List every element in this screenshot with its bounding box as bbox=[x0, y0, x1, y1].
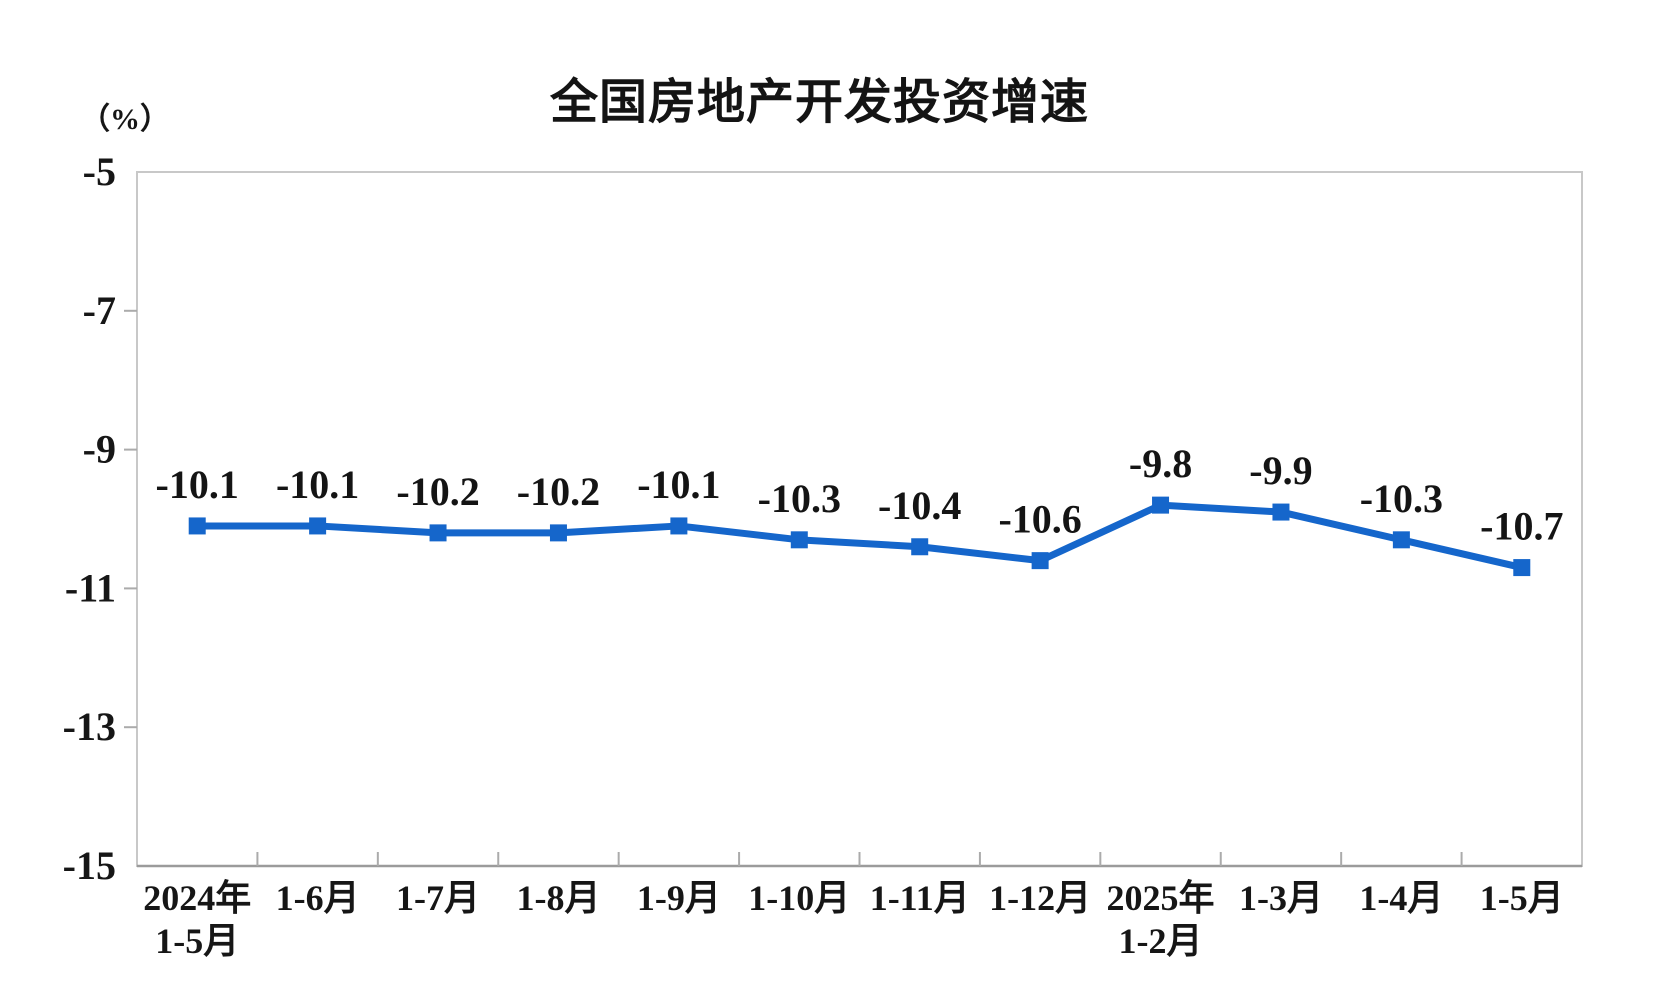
data-point-label: -10.6 bbox=[998, 497, 1081, 542]
y-axis-tick-label: -13 bbox=[63, 704, 116, 749]
x-axis-category-label: 1-8月 bbox=[516, 878, 600, 918]
data-point-marker bbox=[1513, 559, 1531, 577]
data-point-label: -10.1 bbox=[156, 462, 239, 507]
x-axis-category-label: 1-4月 bbox=[1359, 878, 1443, 918]
x-axis-category-label: 1-3月 bbox=[1239, 878, 1323, 918]
x-axis-category-label: 1-5月 bbox=[1480, 878, 1564, 918]
data-point-marker bbox=[790, 531, 808, 549]
data-point-label: -9.8 bbox=[1129, 441, 1192, 486]
y-axis-tick-label: -11 bbox=[65, 565, 116, 610]
y-axis-tick-label: -7 bbox=[83, 288, 116, 333]
x-axis-category-label: 2024年 1-5月 bbox=[143, 878, 251, 961]
data-point-label: -10.4 bbox=[878, 483, 961, 528]
data-point-marker bbox=[1031, 552, 1049, 570]
data-point-marker bbox=[1272, 503, 1290, 521]
data-point-marker bbox=[670, 517, 688, 535]
data-line bbox=[193, 501, 1526, 572]
data-point-label: -10.1 bbox=[276, 462, 359, 507]
y-axis-tick-label: -15 bbox=[63, 843, 116, 888]
y-axis-unit-label: （%） bbox=[80, 103, 170, 136]
data-point-marker bbox=[309, 517, 327, 535]
data-point-marker bbox=[1152, 496, 1170, 514]
x-axis-category-label: 1-10月 bbox=[748, 878, 850, 918]
x-axis-category-label: 1-6月 bbox=[276, 878, 360, 918]
data-point-marker bbox=[549, 524, 567, 542]
x-axis-category-label: 1-9月 bbox=[637, 878, 721, 918]
data-point-label: -10.2 bbox=[396, 469, 479, 514]
data-point-label: -10.1 bbox=[637, 462, 720, 507]
x-axis-category-label: 1-12月 bbox=[989, 878, 1091, 918]
data-point-label: -10.3 bbox=[1360, 476, 1443, 521]
data-point-label: -10.3 bbox=[758, 476, 841, 521]
data-point-marker bbox=[1392, 531, 1410, 549]
data-point-marker bbox=[911, 538, 929, 556]
x-axis-category-label: 1-11月 bbox=[870, 878, 970, 918]
y-axis-tick-label: -5 bbox=[83, 149, 116, 194]
y-axis-tick-label: -9 bbox=[83, 427, 116, 472]
x-axis-category-label: 1-7月 bbox=[396, 878, 480, 918]
data-point-label: -10.7 bbox=[1480, 504, 1563, 549]
data-point-marker bbox=[429, 524, 447, 542]
data-point-marker bbox=[188, 517, 206, 535]
chart-title: 全国房地产开发投资增速 bbox=[549, 76, 1089, 129]
data-point-label: -9.9 bbox=[1249, 448, 1312, 493]
data-point-label: -10.2 bbox=[517, 469, 600, 514]
x-axis-category-label: 2025年 1-2月 bbox=[1107, 878, 1215, 961]
